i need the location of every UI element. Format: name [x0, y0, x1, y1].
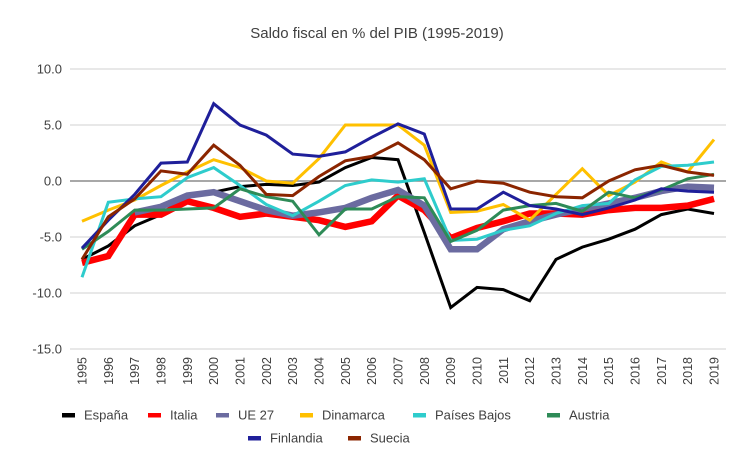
chart-title: Saldo fiscal en % del PIB (1995-2019): [250, 25, 503, 42]
legend-swatch: [62, 413, 75, 418]
legend-swatch: [216, 413, 229, 418]
x-tick-label: 1997: [128, 357, 142, 385]
x-tick-label: 2011: [497, 357, 511, 384]
x-tick-label: 1998: [155, 357, 169, 385]
x-tick-label: 2013: [550, 357, 564, 385]
legend-label: España: [84, 408, 129, 423]
legend-swatch: [300, 413, 313, 418]
legend-label: Suecia: [370, 431, 411, 446]
x-tick-label: 2009: [444, 357, 458, 385]
x-tick-label: 2014: [576, 357, 590, 385]
x-tick-label: 2017: [655, 357, 669, 385]
y-tick-label: 5.0: [44, 118, 62, 133]
legend-item[interactable]: España: [62, 408, 129, 423]
legend-item[interactable]: Finlandia: [248, 431, 324, 446]
legend: España Italia UE 27 Dinamarca Países Bajos Au…: [62, 408, 610, 446]
legend-label: Dinamarca: [322, 408, 386, 423]
y-tick-label: -5.0: [40, 230, 62, 245]
x-tick-label: 2007: [392, 357, 406, 385]
x-tick-label: 1995: [76, 357, 90, 385]
legend-swatch: [348, 436, 361, 441]
x-tick-label: 2018: [681, 357, 695, 385]
x-tick-label: 2010: [471, 357, 485, 385]
y-tick-label: -15.0: [32, 342, 62, 357]
series-lines: [80, 101, 716, 311]
x-tick-label: 2019: [708, 357, 722, 385]
y-tick-label: -10.0: [32, 286, 62, 301]
x-tick-label: 2002: [260, 357, 274, 385]
x-tick-label: 2005: [339, 357, 353, 385]
y-tick-label: 10.0: [37, 62, 62, 77]
x-tick-label: 2015: [602, 357, 616, 385]
x-tick-label: 2001: [234, 357, 248, 385]
legend-swatch: [148, 413, 161, 418]
series-line-ue-27: [134, 183, 715, 253]
x-tick-label: 2008: [418, 357, 432, 385]
series-line-suecia: [80, 141, 715, 261]
legend-swatch: [413, 413, 426, 418]
x-tick-label: 2016: [629, 357, 643, 385]
x-tick-label: 2003: [286, 357, 300, 385]
legend-item[interactable]: Suecia: [348, 431, 411, 446]
legend-item[interactable]: Dinamarca: [300, 408, 386, 423]
x-tick-label: 2006: [365, 357, 379, 385]
legend-label: Finlandia: [270, 431, 324, 446]
legend-item[interactable]: Austria: [547, 408, 610, 423]
y-axis-ticks: 10.0 5.0 0.0 -5.0 -10.0 -15.0: [32, 62, 62, 357]
legend-item[interactable]: UE 27: [216, 408, 274, 423]
x-axis-ticks: 1995 1996 1997 1998 1999 2000 2001 2002 2003 2004…: [76, 357, 722, 385]
legend-label: Italia: [170, 408, 198, 423]
legend-swatch: [547, 413, 560, 418]
x-tick-label: 1996: [102, 357, 116, 385]
legend-item[interactable]: Italia: [148, 408, 198, 423]
series-line-paises-bajos: [80, 160, 715, 278]
series-line-espana: [81, 155, 715, 311]
legend-swatch: [248, 436, 261, 441]
x-tick-label: 2012: [523, 357, 537, 385]
legend-label: Países Bajos: [435, 408, 511, 423]
series-line-austria: [81, 172, 715, 251]
x-tick-label: 2004: [313, 357, 327, 385]
series-line-finlandia: [80, 101, 715, 250]
legend-label: UE 27: [238, 408, 274, 423]
legend-item[interactable]: Países Bajos: [413, 408, 511, 423]
x-tick-label: 2000: [207, 357, 221, 385]
legend-label: Austria: [569, 408, 610, 423]
x-tick-label: 1999: [181, 357, 195, 385]
y-tick-label: 0.0: [44, 174, 62, 189]
